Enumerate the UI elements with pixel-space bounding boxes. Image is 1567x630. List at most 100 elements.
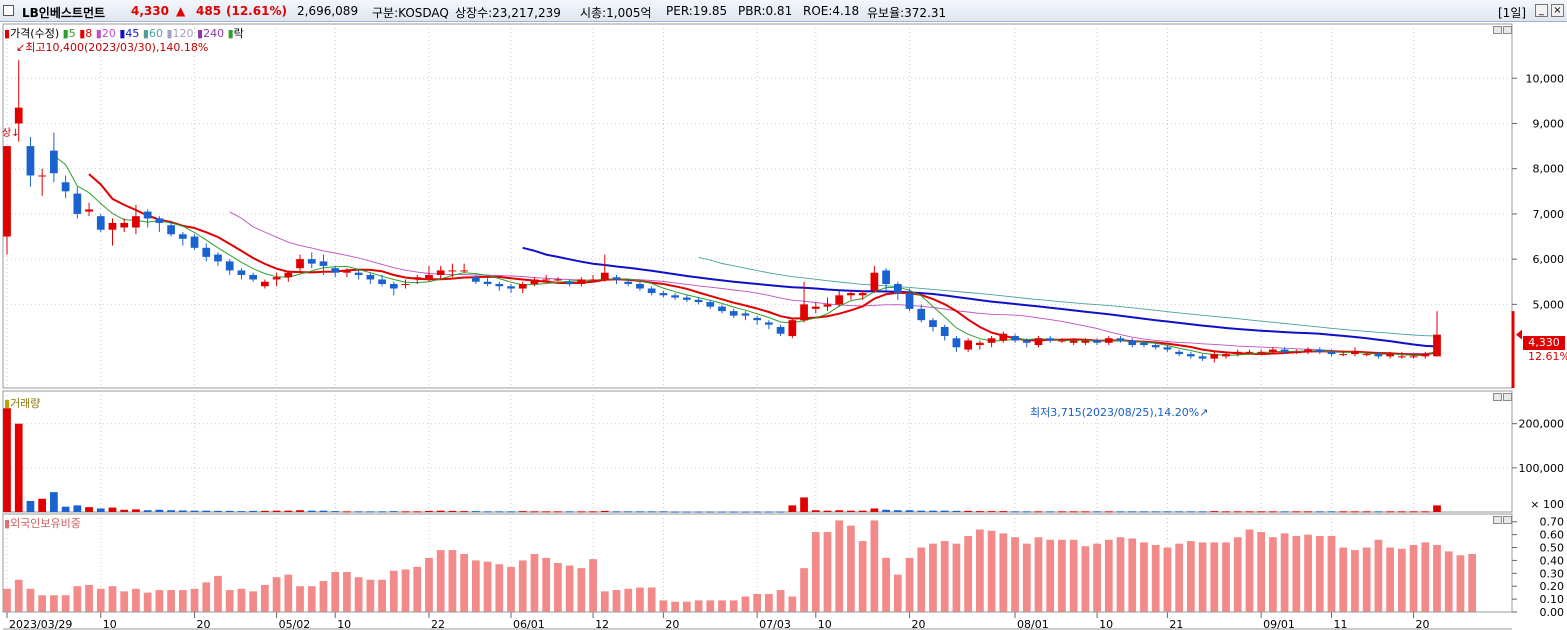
- price-panel-close-button[interactable]: [1503, 26, 1512, 34]
- candle-body: [1116, 338, 1125, 341]
- candle-body: [96, 216, 105, 230]
- current-price-tag: 4,330: [1523, 336, 1565, 350]
- candle-body: [858, 293, 867, 296]
- volume-bar: [202, 510, 211, 512]
- foreign-bar: [1163, 547, 1172, 612]
- foreign-bar: [1140, 542, 1148, 612]
- foreign-tick-label: 0.70: [1540, 516, 1565, 529]
- listing-mark-label: 상: [2, 128, 12, 139]
- foreign-bar: [1128, 538, 1137, 612]
- volume-bar: [178, 510, 187, 512]
- candle-body: [132, 216, 140, 228]
- close-button[interactable]: ×: [1551, 4, 1564, 17]
- candle-body: [1163, 347, 1172, 350]
- foreign-panel-menu-button[interactable]: [1493, 516, 1502, 524]
- legend-ma-swatch: ▮: [92, 27, 102, 40]
- foreign-bar: [343, 572, 351, 612]
- candle-body: [190, 236, 199, 248]
- foreign-bar: [905, 557, 914, 612]
- volume-bar: [940, 510, 949, 512]
- foreign-bar: [530, 553, 539, 612]
- candle-body: [167, 225, 175, 235]
- foreign-bar: [1433, 544, 1441, 612]
- candle-body: [823, 304, 832, 307]
- date-tick-label: 10: [818, 618, 832, 630]
- legend-ma-label: 240: [203, 27, 225, 40]
- candle-body: [178, 234, 187, 239]
- roe-value: ROE:4.18: [803, 4, 860, 18]
- volume-bar: [272, 510, 281, 512]
- volume-bar: [284, 510, 293, 512]
- foreign-bar: [507, 566, 515, 612]
- foreign-bar: [647, 587, 656, 612]
- foreign-bar: [577, 568, 586, 612]
- foreign-bar: [800, 568, 808, 612]
- foreign-bar: [237, 588, 246, 612]
- foreign-bar: [425, 557, 433, 612]
- candle-body: [1233, 351, 1242, 355]
- candle-body: [225, 261, 234, 271]
- candle-body: [835, 295, 844, 305]
- candle-body: [1292, 351, 1301, 353]
- foreign-bar: [178, 590, 187, 612]
- select-checkbox[interactable]: [3, 5, 14, 16]
- price-tick-label: 6,000: [1533, 253, 1565, 266]
- candle-body: [307, 259, 316, 264]
- foreign-bar: [987, 530, 996, 612]
- foreign-bar: [96, 588, 105, 612]
- volume-bar: [800, 497, 808, 512]
- volume-bar: [882, 509, 890, 512]
- volume-bar: [214, 510, 222, 512]
- volume-bar: [858, 510, 867, 512]
- volume-bar: [237, 511, 246, 513]
- volume-bar: [835, 510, 844, 512]
- foreign-panel-close-button[interactable]: [1503, 516, 1512, 524]
- volume-bar: [354, 511, 363, 513]
- legend-ma-swatch: ▮: [162, 27, 173, 40]
- volume-bar: [1362, 511, 1371, 513]
- volume-bar: [741, 511, 750, 513]
- candle-body: [659, 293, 668, 296]
- foreign-bar: [1210, 542, 1219, 612]
- date-tick-label: 20: [1416, 618, 1430, 630]
- date-tick-label: 20: [665, 618, 679, 630]
- volume-bar: [1081, 511, 1090, 513]
- period-selector[interactable]: [1일]: [1498, 6, 1527, 20]
- candle-body: [1140, 342, 1148, 346]
- candle-body: [917, 308, 926, 321]
- stock-name[interactable]: LB인베스트먼트: [22, 6, 106, 20]
- candle-body: [1374, 354, 1383, 357]
- price-change-pct: (12.61%): [226, 4, 287, 18]
- foreign-bar: [143, 592, 152, 612]
- foreign-bar: [3, 588, 11, 612]
- foreign-bar: [542, 557, 551, 612]
- volume-bar: [776, 511, 785, 513]
- volume-bar: [167, 510, 175, 512]
- price-panel-menu-button[interactable]: [1493, 26, 1502, 34]
- candle-body: [26, 146, 35, 176]
- candle-body: [1104, 338, 1113, 343]
- foreign-bar: [483, 561, 492, 612]
- volume-bar: [577, 511, 586, 513]
- volume-panel-menu-button[interactable]: [1493, 393, 1502, 401]
- candle-body: [905, 293, 914, 309]
- minimize-button[interactable]: _: [1535, 4, 1548, 17]
- volume-bar: [261, 510, 269, 512]
- market-type: 구분:KOSDAQ: [372, 6, 449, 20]
- date-tick-label: 22: [431, 618, 445, 630]
- volume-panel-close-button[interactable]: [1503, 393, 1512, 401]
- foreign-bar: [1198, 542, 1207, 612]
- foreign-bar: [624, 588, 633, 612]
- candle-body: [1351, 351, 1359, 355]
- foreign-tick-label: 0.30: [1540, 567, 1565, 580]
- current-pct-tag: 12.61%: [1528, 350, 1567, 363]
- volume-bar: [1069, 511, 1078, 513]
- candle-body: [929, 320, 937, 327]
- volume-bar: [495, 511, 504, 513]
- candle-body: [765, 322, 773, 325]
- volume-bar: [671, 511, 679, 513]
- volume-bar: [1245, 511, 1254, 513]
- volume-bar: [753, 511, 762, 513]
- candle-body: [1362, 354, 1371, 356]
